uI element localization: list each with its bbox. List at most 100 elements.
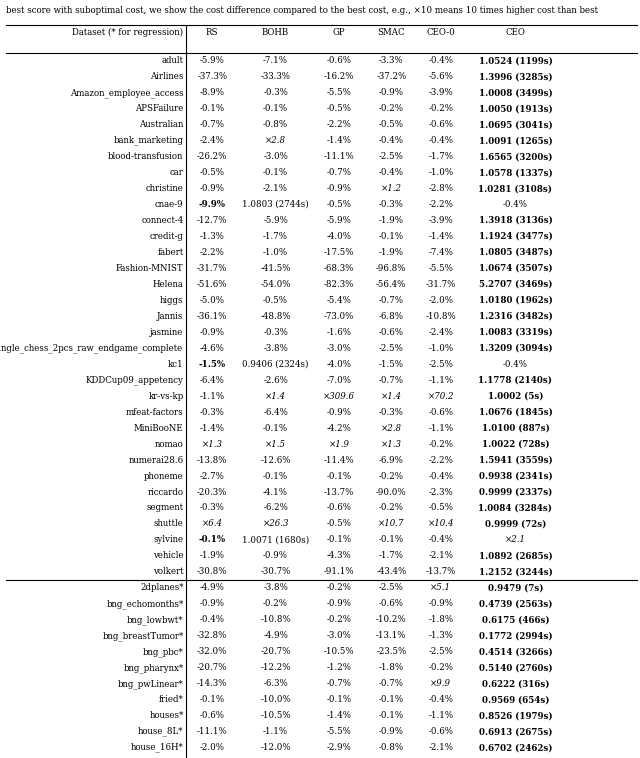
Text: -1.8%: -1.8% (428, 615, 453, 625)
Text: -30.7%: -30.7% (260, 568, 291, 576)
Text: -3.0%: -3.0% (263, 152, 288, 161)
Text: RS: RS (206, 28, 218, 37)
Text: jasmine: jasmine (150, 327, 184, 337)
Text: -16.2%: -16.2% (324, 72, 354, 81)
Text: -1.0%: -1.0% (263, 248, 288, 257)
Text: bng_echomonths*: bng_echomonths* (106, 599, 184, 609)
Text: ×6.4: ×6.4 (202, 519, 223, 528)
Text: -0.9%: -0.9% (263, 551, 288, 560)
Text: vehicle: vehicle (153, 551, 184, 560)
Text: 1.3209 (3094s): 1.3209 (3094s) (479, 344, 552, 352)
Text: -0.4%: -0.4% (379, 168, 404, 177)
Text: numerai28.6: numerai28.6 (129, 456, 184, 465)
Text: -0.7%: -0.7% (200, 121, 225, 129)
Text: -14.3%: -14.3% (197, 679, 227, 688)
Text: -0.1%: -0.1% (326, 535, 351, 544)
Text: -2.0%: -2.0% (428, 296, 453, 305)
Text: -2.2%: -2.2% (326, 121, 351, 129)
Text: -0.1%: -0.1% (379, 711, 404, 720)
Text: -0.1%: -0.1% (263, 168, 288, 177)
Text: cnae-9: cnae-9 (155, 200, 184, 209)
Text: -0.6%: -0.6% (379, 600, 404, 609)
Text: -0.1%: -0.1% (198, 535, 226, 544)
Text: -0.9%: -0.9% (326, 184, 351, 193)
Text: -4.3%: -4.3% (326, 551, 351, 560)
Text: 2dplanes*: 2dplanes* (140, 584, 184, 592)
Text: -4.2%: -4.2% (326, 424, 351, 433)
Text: -1.0%: -1.0% (428, 344, 453, 352)
Text: -1.6%: -1.6% (326, 327, 351, 337)
Text: ×10.4: ×10.4 (428, 519, 454, 528)
Text: -3.9%: -3.9% (428, 88, 453, 97)
Text: 1.6565 (3200s): 1.6565 (3200s) (479, 152, 552, 161)
Text: -0.9%: -0.9% (379, 727, 404, 736)
Text: 1.0578 (1337s): 1.0578 (1337s) (479, 168, 552, 177)
Text: CEO: CEO (506, 28, 525, 37)
Text: -0.1%: -0.1% (263, 471, 288, 481)
Text: ×1.4: ×1.4 (265, 392, 286, 401)
Text: -0.9%: -0.9% (326, 600, 351, 609)
Text: -1.0%: -1.0% (428, 168, 453, 177)
Text: 1.2152 (3244s): 1.2152 (3244s) (479, 568, 552, 576)
Text: 0.9569 (654s): 0.9569 (654s) (482, 695, 549, 704)
Text: -0.4%: -0.4% (503, 200, 528, 209)
Text: BOHB: BOHB (262, 28, 289, 37)
Text: -6.4%: -6.4% (263, 408, 288, 417)
Text: -3.9%: -3.9% (428, 216, 453, 225)
Text: -56.4%: -56.4% (376, 280, 406, 289)
Text: 0.6913 (2675s): 0.6913 (2675s) (479, 727, 552, 736)
Text: -2.8%: -2.8% (428, 184, 453, 193)
Text: -0.9%: -0.9% (200, 184, 225, 193)
Text: -1.8%: -1.8% (379, 663, 404, 672)
Text: -0.7%: -0.7% (326, 679, 351, 688)
Text: -0.7%: -0.7% (379, 679, 404, 688)
Text: -1.1%: -1.1% (428, 376, 453, 385)
Text: 0.5140 (2760s): 0.5140 (2760s) (479, 663, 552, 672)
Text: bank_marketing: bank_marketing (113, 136, 184, 146)
Text: 0.9999 (2337s): 0.9999 (2337s) (479, 487, 552, 496)
Text: volkert: volkert (153, 568, 184, 576)
Text: -4.9%: -4.9% (200, 584, 225, 592)
Text: -5.5%: -5.5% (326, 727, 351, 736)
Text: Jannis: Jannis (157, 312, 184, 321)
Text: -11.1%: -11.1% (197, 727, 228, 736)
Text: -2.1%: -2.1% (428, 551, 453, 560)
Text: -2.3%: -2.3% (428, 487, 453, 496)
Text: -51.6%: -51.6% (197, 280, 227, 289)
Text: -0.1%: -0.1% (200, 695, 225, 704)
Text: 1.0281 (3108s): 1.0281 (3108s) (479, 184, 552, 193)
Text: -1.4%: -1.4% (326, 711, 351, 720)
Text: 1.0180 (1962s): 1.0180 (1962s) (479, 296, 552, 305)
Text: -0.3%: -0.3% (200, 503, 225, 512)
Text: -2.2%: -2.2% (428, 200, 453, 209)
Text: -5.9%: -5.9% (263, 216, 288, 225)
Text: 1.0022 (728s): 1.0022 (728s) (482, 440, 549, 449)
Text: -5.5%: -5.5% (326, 88, 351, 97)
Text: -32.8%: -32.8% (197, 631, 227, 641)
Text: -0.2%: -0.2% (326, 615, 351, 625)
Text: 1.0071 (1680s): 1.0071 (1680s) (242, 535, 309, 544)
Text: -32.0%: -32.0% (197, 647, 227, 656)
Text: -0.9%: -0.9% (200, 600, 225, 609)
Text: -0.3%: -0.3% (263, 327, 288, 337)
Text: 1.0008 (3499s): 1.0008 (3499s) (479, 88, 552, 97)
Text: MiniBooNE: MiniBooNE (134, 424, 184, 433)
Text: -0.9%: -0.9% (326, 408, 351, 417)
Text: -20.7%: -20.7% (197, 663, 227, 672)
Text: -0.4%: -0.4% (428, 535, 453, 544)
Text: ×5.1: ×5.1 (430, 584, 451, 592)
Text: Dataset (* for regression): Dataset (* for regression) (72, 28, 184, 37)
Text: -3.0%: -3.0% (326, 631, 351, 641)
Text: -1.1%: -1.1% (263, 727, 288, 736)
Text: -1.4%: -1.4% (326, 136, 351, 145)
Text: -10.5%: -10.5% (324, 647, 355, 656)
Text: -5.5%: -5.5% (428, 264, 453, 273)
Text: -0.5%: -0.5% (326, 519, 351, 528)
Text: -26.2%: -26.2% (197, 152, 227, 161)
Text: -0.6%: -0.6% (379, 327, 404, 337)
Text: -6.4%: -6.4% (200, 376, 225, 385)
Text: 1.0002 (5s): 1.0002 (5s) (488, 392, 543, 401)
Text: -0.2%: -0.2% (428, 663, 453, 672)
Text: -0.5%: -0.5% (326, 104, 351, 113)
Text: -10.8%: -10.8% (260, 615, 291, 625)
